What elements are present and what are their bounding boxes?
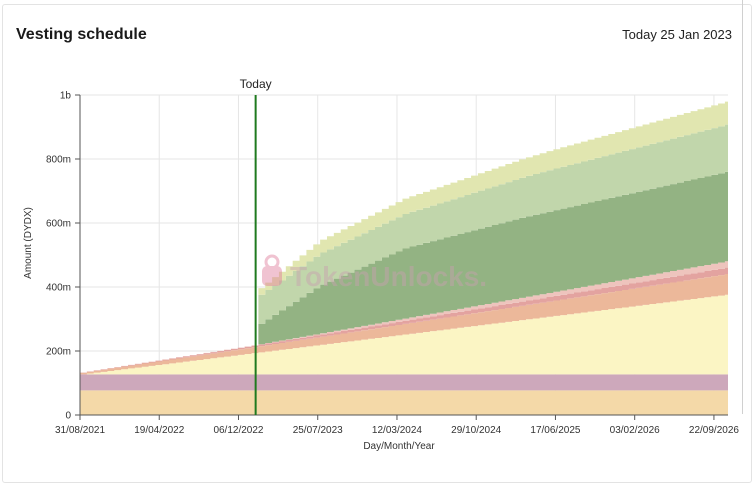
series-area-8 bbox=[80, 100, 728, 373]
series-area-3 bbox=[80, 273, 728, 375]
frame-edge bbox=[742, 0, 743, 414]
series-area-6 bbox=[80, 171, 728, 373]
x-tick-label: 25/07/2023 bbox=[293, 425, 343, 436]
x-tick-label: 31/08/2021 bbox=[55, 425, 105, 436]
y-tick-label: 400m bbox=[46, 283, 71, 294]
series-area-1 bbox=[80, 374, 728, 391]
today-marker: Today bbox=[240, 77, 272, 415]
y-tick-label: 200m bbox=[46, 347, 71, 358]
today-date: Today 25 Jan 2023 bbox=[622, 27, 732, 42]
x-tick-label: 06/12/2022 bbox=[213, 425, 263, 436]
y-axis-label: Amount (DYDX) bbox=[23, 207, 34, 279]
x-tick-label: 19/04/2022 bbox=[134, 425, 184, 436]
x-tick-label: 22/09/2026 bbox=[689, 425, 739, 436]
series-area-2 bbox=[80, 294, 728, 375]
y-tick-label: 0 bbox=[65, 411, 71, 422]
series-area-7 bbox=[80, 123, 728, 373]
chart-title: Vesting schedule bbox=[16, 26, 147, 43]
y-tick-label: 600m bbox=[46, 219, 71, 230]
x-tick-label: 03/02/2026 bbox=[610, 425, 660, 436]
x-tick-label: 29/10/2024 bbox=[451, 425, 501, 436]
watermark: TokenUnlocks. bbox=[262, 254, 487, 292]
series-area-0 bbox=[80, 390, 728, 415]
area-series bbox=[80, 100, 728, 415]
x-tick-label: 12/03/2024 bbox=[372, 425, 422, 436]
x-axis-label: Day/Month/Year bbox=[363, 441, 435, 452]
watermark-text: TokenUnlocks. bbox=[290, 261, 487, 292]
lock-icon bbox=[262, 254, 282, 286]
y-tick-label: 800m bbox=[46, 155, 71, 166]
x-tick-label: 17/06/2025 bbox=[530, 425, 580, 436]
y-tick-label: 1b bbox=[60, 91, 72, 102]
axes: 0 200m 400m 600m 800m 1b 31/08/2021 19/04/2022 0… bbox=[23, 91, 739, 453]
today-marker-label: Today bbox=[240, 77, 272, 91]
